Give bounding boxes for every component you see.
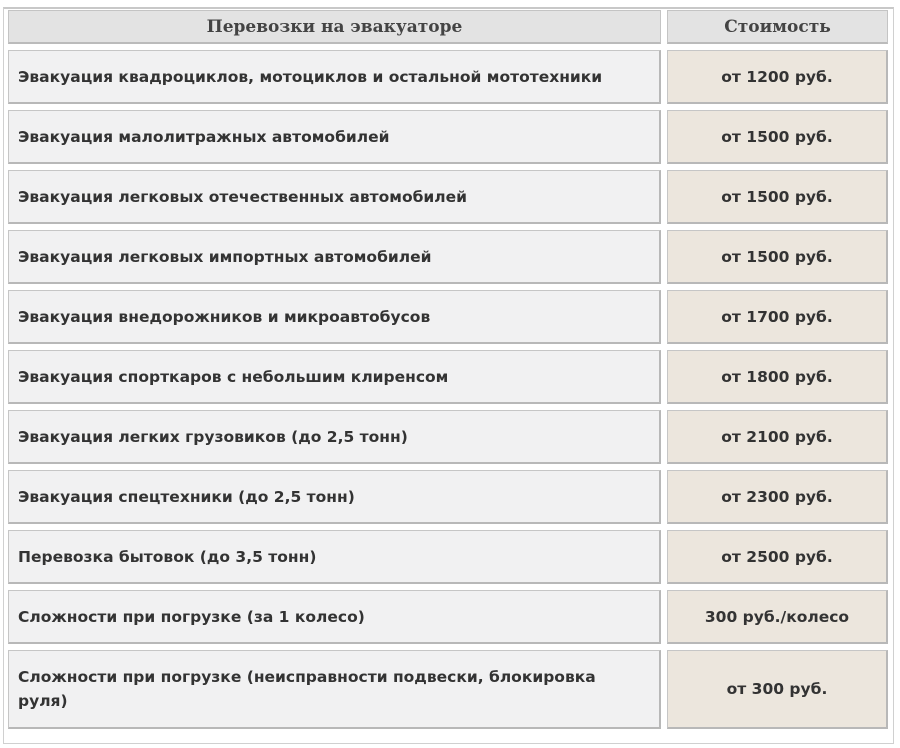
price-cell: 300 руб./колесо: [667, 590, 888, 644]
service-cell: Перевозка бытовок (до 3,5 тонн): [8, 530, 661, 584]
table-row: Эвакуация спорткаров с небольшим клиренс…: [8, 350, 888, 404]
service-cell: Сложности при погрузке (за 1 колесо): [8, 590, 661, 644]
table-row: Сложности при погрузке (неисправности по…: [8, 650, 888, 729]
service-cell: Эвакуация легких грузовиков (до 2,5 тонн…: [8, 410, 661, 464]
header-row: Перевозки на эвакуаторе Стоимость: [8, 10, 888, 44]
service-cell: Эвакуация спецтехники (до 2,5 тонн): [8, 470, 661, 524]
price-cell: от 2300 руб.: [667, 470, 888, 524]
table-row: Эвакуация малолитражных автомобилей от 15…: [8, 110, 888, 164]
table-row: Эвакуация легковых отечественных автомоб…: [8, 170, 888, 224]
table-row: Эвакуация внедорожников и микроавтобусов…: [8, 290, 888, 344]
price-table: Перевозки на эвакуаторе Стоимость Эвакуа…: [2, 4, 894, 735]
service-cell: Эвакуация легковых отечественных автомоб…: [8, 170, 661, 224]
price-cell: от 2500 руб.: [667, 530, 888, 584]
header-service: Перевозки на эвакуаторе: [8, 10, 661, 44]
table-row: Эвакуация спецтехники (до 2,5 тонн) от 23…: [8, 470, 888, 524]
price-cell: от 1800 руб.: [667, 350, 888, 404]
price-cell: от 1500 руб.: [667, 230, 888, 284]
service-cell: Эвакуация легковых импортных автомобилей: [8, 230, 661, 284]
table-row: Эвакуация легких грузовиков (до 2,5 тонн…: [8, 410, 888, 464]
price-cell: от 1700 руб.: [667, 290, 888, 344]
service-cell: Сложности при погрузке (неисправности по…: [8, 650, 661, 729]
header-price: Стоимость: [667, 10, 888, 44]
price-cell: от 1500 руб.: [667, 170, 888, 224]
table-frame: [3, 7, 894, 744]
table-row: Эвакуация легковых импортных автомобилей…: [8, 230, 888, 284]
service-cell: Эвакуация малолитражных автомобилей: [8, 110, 661, 164]
price-cell: от 300 руб.: [667, 650, 888, 729]
table-row: Эвакуация квадроциклов, мотоциклов и ост…: [8, 50, 888, 104]
service-cell: Эвакуация спорткаров с небольшим клиренс…: [8, 350, 661, 404]
table-row: Перевозка бытовок (до 3,5 тонн) от 2500 р…: [8, 530, 888, 584]
price-cell: от 1200 руб.: [667, 50, 888, 104]
service-cell: Эвакуация квадроциклов, мотоциклов и ост…: [8, 50, 661, 104]
price-cell: от 2100 руб.: [667, 410, 888, 464]
price-cell: от 1500 руб.: [667, 110, 888, 164]
table-row: Сложности при погрузке (за 1 колесо) 300 …: [8, 590, 888, 644]
service-cell: Эвакуация внедорожников и микроавтобусов: [8, 290, 661, 344]
